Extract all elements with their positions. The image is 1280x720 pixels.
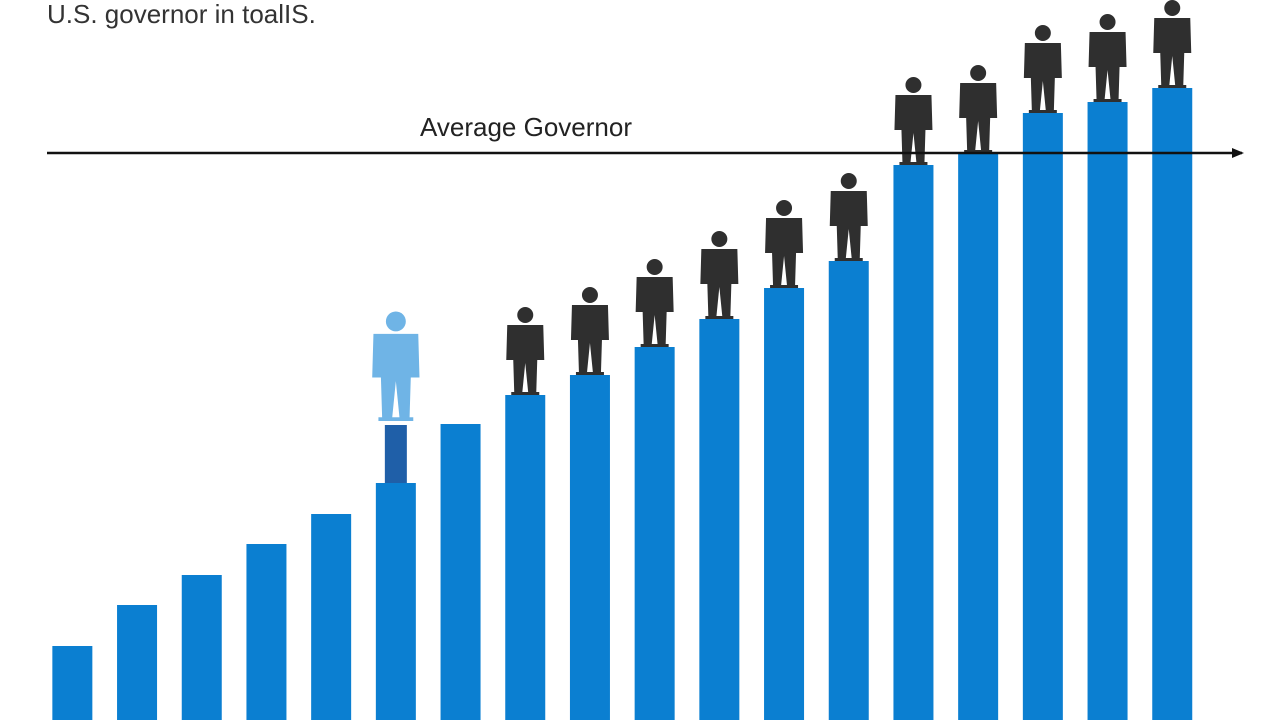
bar <box>505 395 546 720</box>
person-feet <box>511 392 540 395</box>
person-icon <box>1153 0 1192 88</box>
person-head <box>840 173 857 189</box>
person-body <box>635 277 674 345</box>
person-head <box>711 231 728 247</box>
person-head <box>905 77 922 93</box>
person-body <box>506 325 545 393</box>
person-body <box>959 83 998 151</box>
person-body <box>1023 43 1062 111</box>
bar <box>828 261 869 720</box>
person-body <box>570 305 609 373</box>
person-head <box>385 311 406 332</box>
person-head <box>1034 25 1051 41</box>
bar <box>181 575 222 720</box>
person-icon <box>635 259 674 347</box>
person-icon <box>894 77 933 165</box>
person-feet <box>1093 99 1122 102</box>
bar <box>52 646 93 720</box>
bar <box>1087 102 1128 720</box>
person-feet <box>640 344 669 347</box>
reference: Average Governor <box>47 112 1244 158</box>
person-feet <box>1158 85 1187 88</box>
person-feet <box>378 417 414 421</box>
bar <box>1152 88 1193 720</box>
person-feet <box>705 316 734 319</box>
person-body <box>1088 32 1127 100</box>
bar <box>246 544 287 720</box>
person-icon <box>829 173 868 261</box>
chart-title: U.S. governor in toalIS. <box>47 0 316 29</box>
person-feet <box>964 150 993 153</box>
bar <box>699 319 740 720</box>
person-icon <box>1023 25 1062 113</box>
person-icon <box>506 307 545 395</box>
person-feet <box>1028 110 1057 113</box>
bar <box>634 347 675 720</box>
person-icon <box>570 287 609 375</box>
person-head <box>517 307 534 323</box>
bar <box>311 514 352 720</box>
person-head <box>1099 14 1116 30</box>
person-icon <box>959 65 998 153</box>
person-icon <box>372 311 420 421</box>
person-feet <box>899 162 928 165</box>
person-head <box>970 65 987 81</box>
person-body <box>372 333 420 419</box>
person-head <box>581 287 598 303</box>
person-feet <box>770 285 799 288</box>
person-icon <box>700 231 739 319</box>
bar <box>893 165 934 720</box>
bar <box>764 288 805 720</box>
bar <box>117 605 158 720</box>
person-head <box>1164 0 1181 16</box>
bar <box>440 424 481 720</box>
person-icons <box>372 0 1192 483</box>
bar <box>569 375 610 720</box>
bar <box>1022 113 1063 720</box>
person-body <box>700 249 739 317</box>
person-icon <box>1088 14 1127 102</box>
person-body <box>894 95 933 163</box>
person-head <box>646 259 663 275</box>
pedestal <box>384 425 407 483</box>
reference-label: Average Governor <box>420 112 632 142</box>
person-head <box>776 200 793 216</box>
person-icon <box>765 200 804 288</box>
bar <box>375 483 416 720</box>
person-body <box>829 191 868 259</box>
person-body <box>765 218 804 286</box>
bar-group <box>52 88 1193 720</box>
bar <box>958 153 999 720</box>
person-body <box>1153 18 1192 86</box>
person-feet <box>834 258 863 261</box>
person-feet <box>575 372 604 375</box>
